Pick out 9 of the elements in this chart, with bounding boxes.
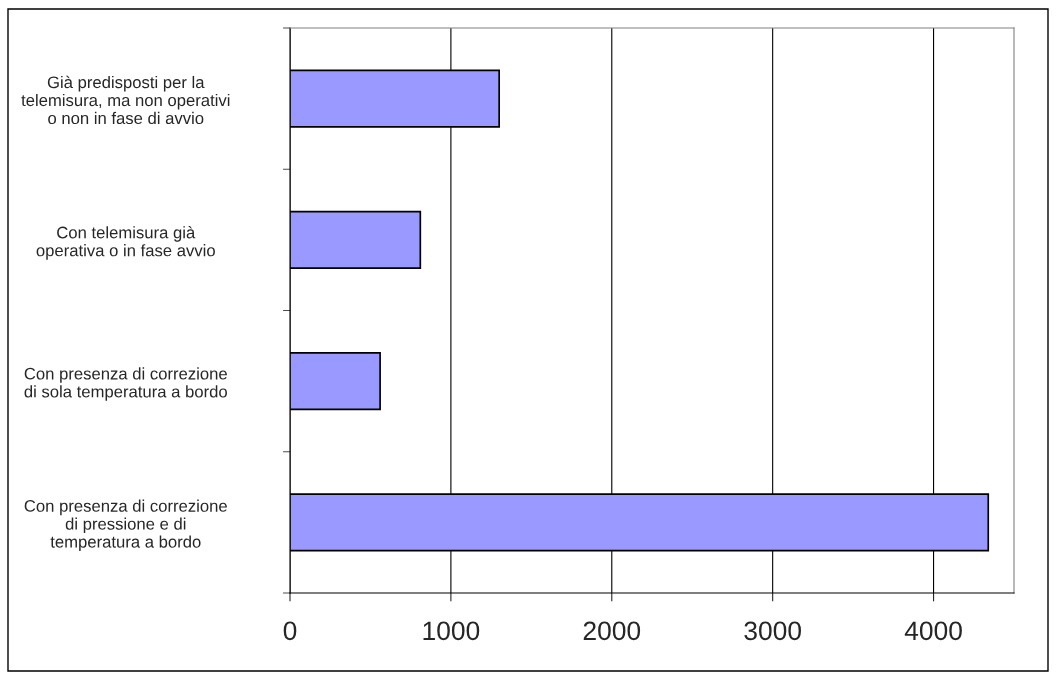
x-tick-label: 3000 [744,621,801,641]
x-tick-label: 1000 [423,621,480,641]
y-tick-label: Con telemisura già operativa o in fase avvio [36,225,215,260]
x-tick-label: 2000 [583,621,641,641]
y-tick-label: Con presenza di correzione di sola temperatura a bordo [24,367,227,401]
y-tick-label: Già predisposti per la telemisura, ma non operativi o non in fase di avvio [21,75,230,125]
x-tick-label: 0 [283,621,297,641]
x-tick-label: 4000 [904,621,962,641]
y-tick-label: Con presenza di correzione di pressione e di temperatura a bordo [24,499,227,552]
